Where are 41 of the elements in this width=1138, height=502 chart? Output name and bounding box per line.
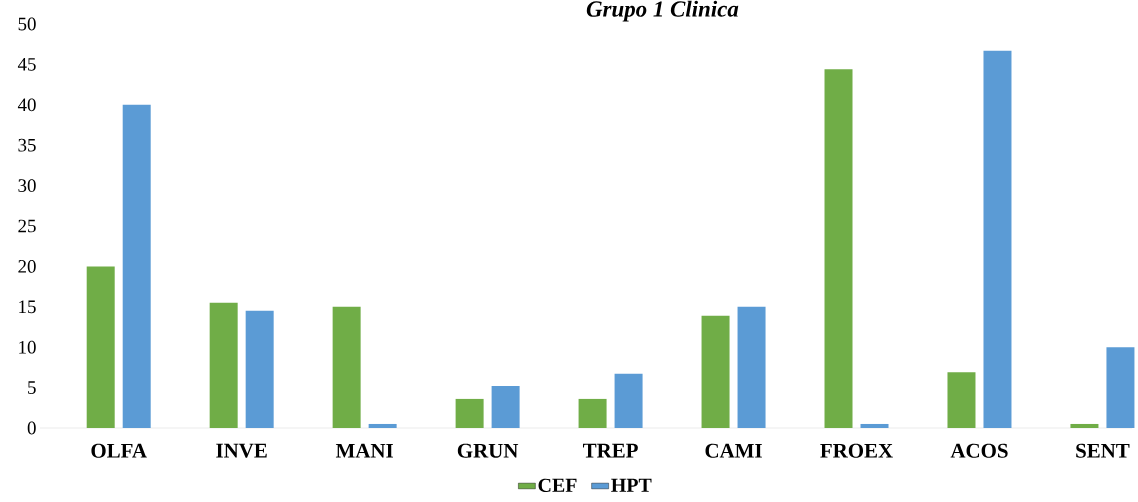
bar xyxy=(1106,347,1135,428)
x-tick-label: GRUN xyxy=(457,443,519,458)
bar xyxy=(701,315,730,428)
x-tick-label: MANI xyxy=(335,443,393,458)
bar xyxy=(86,266,115,428)
bar xyxy=(122,104,151,428)
y-tick-label: 25 xyxy=(18,219,36,233)
bar xyxy=(578,398,607,428)
y-tick-label: 50 xyxy=(18,17,36,31)
chart-title: Grupo 1 Clinica xyxy=(586,0,739,22)
x-tick-label: FROEX xyxy=(820,443,893,458)
legend-label: HPT xyxy=(611,478,652,492)
bar xyxy=(824,69,853,428)
bar xyxy=(860,423,889,428)
y-tick-label: 45 xyxy=(17,58,36,71)
y-tick-label: 10 xyxy=(19,340,36,354)
y-tick-label: 30 xyxy=(18,179,36,192)
bar xyxy=(1070,423,1099,428)
bar xyxy=(368,423,397,428)
bar xyxy=(332,306,361,428)
bar xyxy=(209,302,238,428)
y-tick-label: 15 xyxy=(19,300,36,314)
x-tick-label: OLFA xyxy=(91,443,147,458)
x-tick-label: SENT xyxy=(1076,443,1130,458)
y-tick-label: 5 xyxy=(28,381,36,394)
y-tick-label: 0 xyxy=(27,421,36,435)
bar xyxy=(491,385,520,428)
x-tick-label: INVE xyxy=(216,443,267,458)
y-tick-label: 20 xyxy=(18,260,36,273)
bar xyxy=(245,310,274,428)
bar xyxy=(947,372,976,428)
bar xyxy=(983,50,1012,428)
x-tick-label: ACOS xyxy=(950,443,1008,458)
bar xyxy=(737,306,766,428)
bar xyxy=(455,398,484,428)
y-tick-label: 35 xyxy=(18,138,36,152)
x-tick-label: CAMI xyxy=(705,443,762,458)
x-tick-label: TREP xyxy=(583,443,638,458)
legend-label: CEF xyxy=(538,478,577,493)
bar xyxy=(614,373,643,428)
y-tick-label: 40 xyxy=(17,98,36,112)
